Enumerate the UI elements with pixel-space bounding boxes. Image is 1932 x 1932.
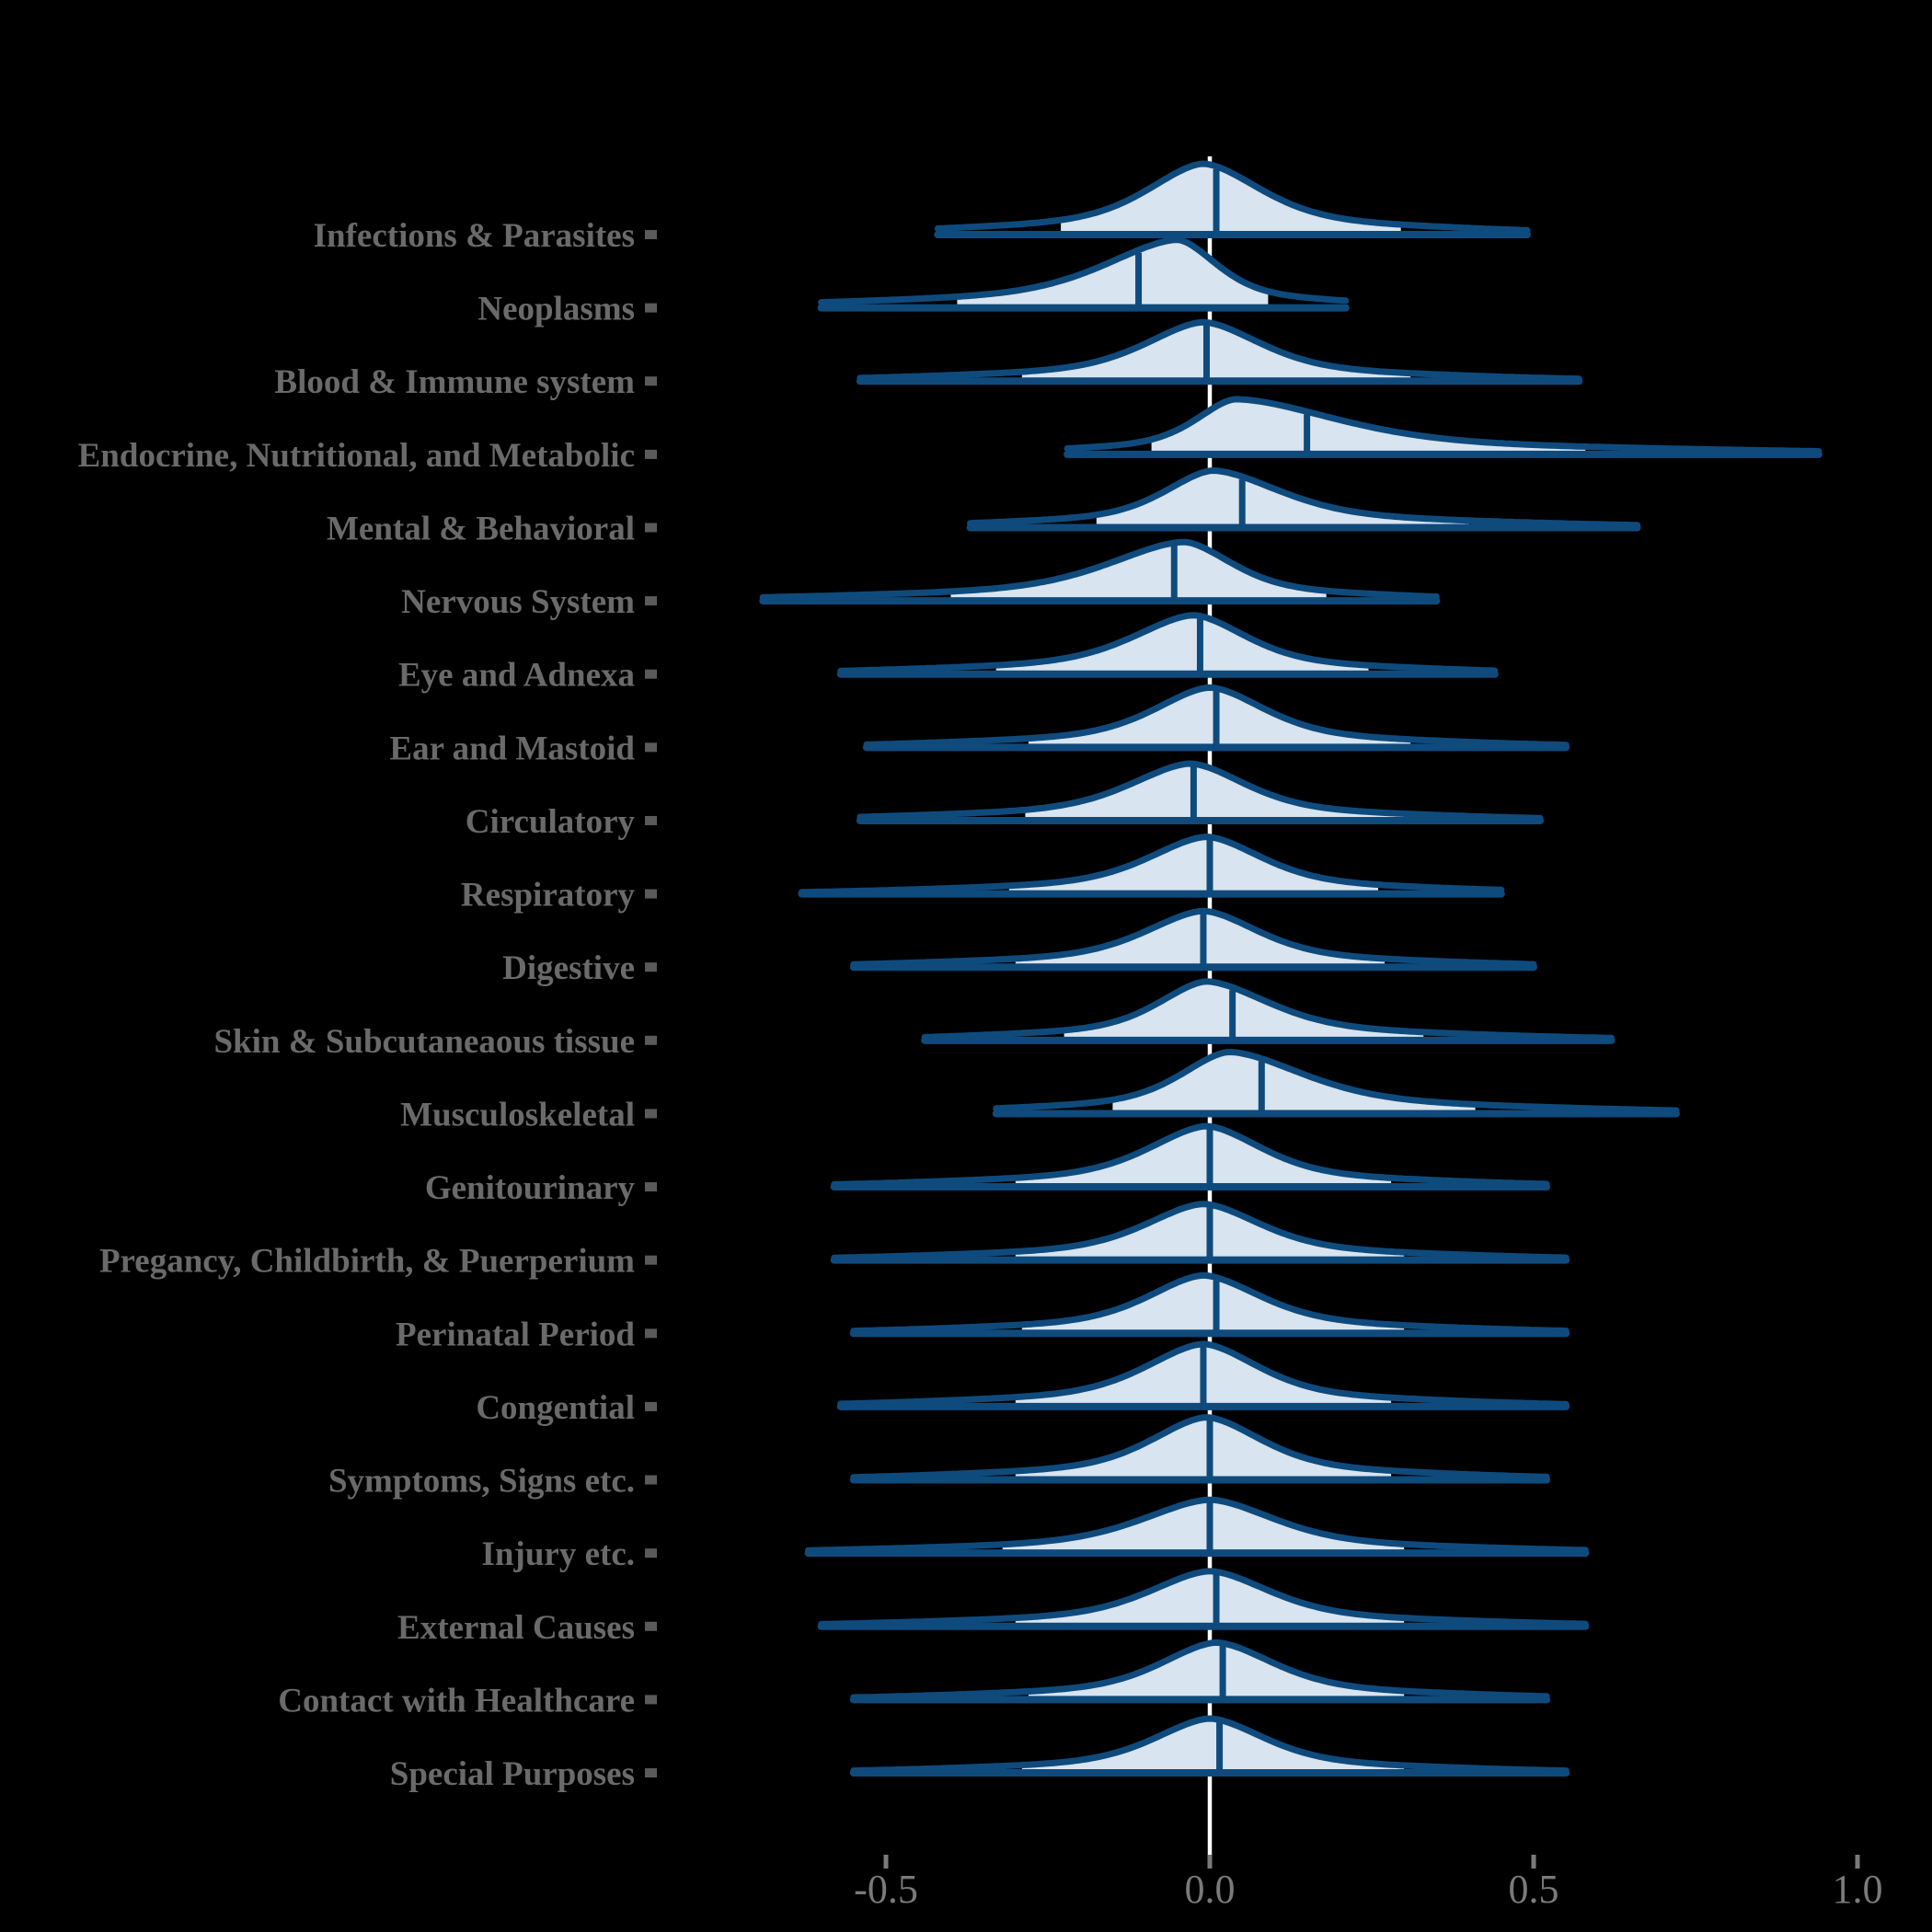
density-quantile-fill: [1021, 1719, 1405, 1773]
category-tick-mark: [645, 1109, 657, 1119]
density-quantile-fill: [1002, 1500, 1405, 1554]
density-quantile-fill: [1015, 911, 1386, 968]
category-tick-mark: [645, 1475, 657, 1485]
density-quantile-fill: [1061, 164, 1401, 235]
category-label: Circulatory: [466, 803, 636, 841]
density-quantile-fill: [1096, 470, 1469, 528]
category-tick-mark: [645, 889, 657, 899]
category-label: Symptoms, Signs etc.: [328, 1463, 635, 1501]
category-tick-mark: [645, 1035, 657, 1045]
density-outline: [921, 978, 1615, 1041]
density-outline: [967, 467, 1641, 529]
density-outline: [850, 1639, 1550, 1701]
density-outline: [857, 760, 1544, 822]
density-outline: [837, 1340, 1570, 1408]
density-quantile-fill: [995, 615, 1369, 674]
category-tick-mark: [645, 1621, 657, 1631]
category-tick-mark: [645, 1182, 657, 1192]
category-label: Genitourinary: [425, 1169, 636, 1207]
category-label: Contact with Healthcare: [278, 1682, 635, 1719]
density-outline: [799, 834, 1505, 896]
category-label: Endocrine, Nutritional, and Metabolic: [78, 437, 635, 475]
density-outline: [805, 1496, 1589, 1554]
density-quantile-fill: [1015, 1126, 1392, 1188]
category-label: Respiratory: [461, 877, 636, 914]
category-label: Neoplasms: [477, 291, 635, 328]
category-tick-mark: [645, 815, 657, 825]
density-outline: [850, 1414, 1550, 1481]
category-label: Ear and Mastoid: [389, 730, 635, 767]
density-outline: [863, 684, 1570, 749]
category-label: Musculoskeletal: [400, 1096, 635, 1133]
category-label: Blood & Immune system: [274, 363, 635, 401]
density-quantile-fill: [1015, 1417, 1392, 1480]
category-label: Eye and Adnexa: [398, 657, 635, 695]
category-tick-mark: [645, 1255, 657, 1265]
x-axis-tick-label: 0.5: [1509, 1867, 1559, 1912]
category-tick-mark: [645, 742, 657, 753]
density-quantile-fill: [1015, 1570, 1405, 1627]
x-axis-tick-label: 0.0: [1185, 1867, 1236, 1912]
density-quantile-fill: [950, 542, 1327, 602]
density-outline: [850, 1271, 1570, 1335]
category-tick-mark: [645, 1401, 657, 1411]
category-tick-mark: [645, 230, 657, 239]
category-label: Nervous System: [401, 583, 635, 621]
category-tick-mark: [645, 669, 657, 679]
density-outline: [850, 1715, 1570, 1775]
category-label: Injury etc.: [482, 1535, 635, 1573]
density-quantile-fill: [1021, 322, 1411, 382]
density-outline: [1064, 396, 1823, 454]
category-tick-mark: [645, 1768, 657, 1778]
category-tick-mark: [645, 1548, 657, 1558]
density-outline: [831, 1201, 1570, 1261]
category-tick-mark: [645, 303, 657, 313]
category-tick-mark: [645, 1695, 657, 1705]
category-label: Perinatal Period: [396, 1316, 635, 1353]
density-quantile-fill: [1028, 1642, 1405, 1700]
category-label: Congential: [476, 1389, 635, 1427]
density-outline: [818, 1568, 1589, 1627]
category-label: Infections & Parasites: [314, 217, 635, 255]
category-label: Mental & Behavioral: [327, 510, 635, 547]
density-outline: [759, 538, 1440, 601]
category-tick-mark: [645, 523, 657, 533]
density-quantile-fill: [1008, 836, 1378, 894]
x-axis-tick-label: 1.0: [1833, 1867, 1883, 1912]
density-quantile-fill: [957, 239, 1269, 308]
density-outline: [857, 318, 1582, 383]
category-tick-mark: [645, 449, 657, 459]
category-tick-mark: [645, 962, 657, 972]
density-outline: [837, 612, 1499, 674]
density-outline: [831, 1122, 1550, 1188]
category-tick-mark: [645, 596, 657, 606]
x-axis-tick-label: -0.5: [854, 1867, 918, 1912]
density-outline: [993, 1049, 1680, 1114]
category-label: External Causes: [397, 1609, 635, 1647]
category-label: Special Purposes: [390, 1755, 635, 1793]
density-outline: [818, 236, 1350, 306]
category-label: Pregancy, Childbirth, & Puerperium: [99, 1243, 635, 1281]
category-label: Skin & Subcutaneaous tissue: [213, 1023, 635, 1061]
category-tick-mark: [645, 1328, 657, 1339]
density-outline: [934, 160, 1531, 234]
category-tick-mark: [645, 376, 657, 386]
density-quantile-fill: [1028, 687, 1411, 748]
density-quantile-fill: [1021, 1275, 1405, 1334]
category-label: Digestive: [502, 949, 635, 987]
density-outline: [850, 907, 1537, 968]
